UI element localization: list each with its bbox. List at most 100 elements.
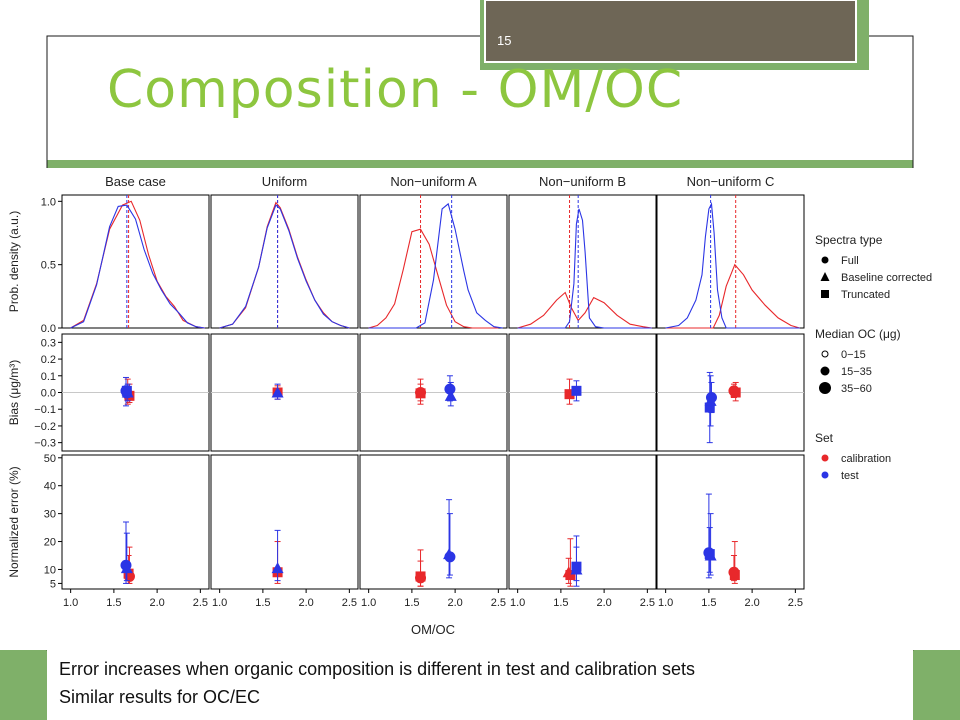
bias-point-test [444,383,456,395]
x-tick-label: 1.5 [404,597,419,609]
x-tick-label: 2.5 [491,597,506,609]
y-tick-label: 30 [44,509,56,521]
legend-title: Median OC (μg) [815,327,901,341]
caption-line-2: Similar results for OC/EC [59,687,261,707]
bias-point-calibration [728,385,740,397]
panel-title: Non−uniform A [390,174,477,189]
panel-title: Non−uniform C [687,174,775,189]
x-tick-label: 1.0 [658,597,673,609]
bias-point-calibration [564,389,575,400]
x-tick-label: 2.0 [447,597,462,609]
panel-frame [656,454,805,590]
y-tick-label: 20 [44,537,56,549]
y-tick-label: 0.5 [41,260,56,272]
error-point-test [704,549,715,560]
density-curve-calibration [665,263,800,329]
x-tick-label: 1.5 [701,597,716,609]
density-curve-test [368,202,503,329]
x-tick-label: 1.0 [63,597,78,609]
legend-symbol [819,382,831,394]
x-tick-label: 2.5 [342,597,357,609]
y-tick-label: 0.0 [41,323,56,335]
legend-label: calibration [841,453,891,465]
bias-point-test [571,385,582,396]
bias-point-test [704,402,715,413]
x-tick-label: 2.0 [744,597,759,609]
legend-label: Truncated [841,289,890,301]
panel-frame [656,194,805,329]
x-tick-label: 1.0 [212,597,227,609]
legend-label: 15−35 [841,366,872,378]
y-tick-label: 1.0 [41,196,56,208]
bias-point-test [444,389,457,401]
y-axis-label: Prob. density (a.u.) [7,211,21,312]
y-tick-label: 40 [44,481,56,493]
density-curve-test [70,204,205,329]
error-point-calibration [562,566,575,578]
panel-frame [508,194,657,329]
panel-title: Base case [105,174,166,189]
error-point-calibration [728,566,740,578]
legend-title: Spectra type [815,233,883,247]
x-tick-label: 1.0 [510,597,525,609]
legend-symbol [821,454,829,462]
y-tick-label: −0.3 [34,438,56,450]
legend-symbol [821,471,829,479]
x-tick-label: 2.0 [149,597,164,609]
x-tick-label: 2.0 [298,597,313,609]
bias-point-test [121,385,132,396]
caption-line-1: Error increases when organic composition… [59,659,695,679]
error-point-calibration [123,568,134,579]
y-tick-label: 5 [50,578,56,590]
legend-title: Set [815,431,834,445]
bias-point-calibration [415,387,427,398]
legend-label: test [841,470,859,482]
x-tick-label: 2.5 [640,597,655,609]
panel-title: Uniform [262,174,308,189]
legend-label: 35−60 [841,383,872,395]
y-tick-label: −0.1 [34,404,56,416]
panel-frame [210,454,359,590]
x-tick-label: 1.5 [106,597,121,609]
error-point-calibration [415,572,427,584]
y-tick-label: 50 [44,453,56,465]
panel-frame [210,194,359,329]
legend-symbol [821,350,829,358]
legend-label: Baseline corrected [841,272,932,284]
x-axis-label: OM/OC [411,622,455,637]
error-point-test [570,563,583,575]
panel-title: Non−uniform B [539,174,626,189]
y-axis-label: Bias (μg/m³) [7,360,21,426]
x-tick-label: 2.5 [193,597,208,609]
x-tick-label: 2.5 [788,597,803,609]
y-tick-label: 10 [44,564,56,576]
legend-symbol [820,366,830,376]
legend-label: Full [841,255,859,267]
x-tick-label: 1.0 [361,597,376,609]
bias-point-test [705,392,717,404]
y-tick-label: 0.0 [41,388,56,400]
y-tick-label: 0.1 [41,371,56,383]
density-curve-calibration [517,291,652,329]
error-point-test [271,562,284,574]
faceted-chart: Base case Uniform Non−uniform A Non−uniform… [0,168,960,650]
slide-number: 15 [497,33,512,48]
legend-symbol [820,272,830,281]
error-point-test [120,562,133,574]
y-tick-label: 0.3 [41,337,56,349]
y-tick-label: 0.2 [41,354,56,366]
density-curve-calibration [368,228,499,329]
legend-label: 0−15 [841,349,866,361]
x-tick-label: 2.0 [596,597,611,609]
x-tick-label: 1.5 [553,597,568,609]
density-curve-test [665,201,800,329]
legend-symbol [821,290,829,298]
error-point-test [444,551,456,563]
density-curve-test [517,208,652,329]
caption-box: Error increases when organic composition… [47,650,913,720]
panel-frame [61,454,210,590]
slide-title: Composition - OM/OC [107,60,684,120]
bias-point-test [271,386,284,398]
legend-symbol [821,256,829,264]
density-curve-test [219,204,350,329]
